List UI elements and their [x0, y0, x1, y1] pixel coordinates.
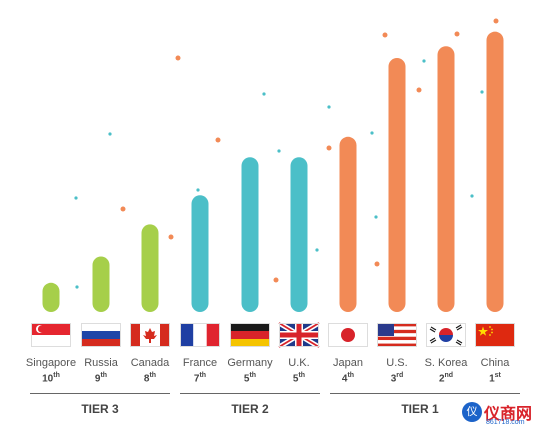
south-korea-flag-icon: [426, 323, 466, 347]
decor-dot: [175, 55, 181, 61]
rank-number: 5: [292, 373, 299, 385]
watermark-url: 861718.com: [486, 419, 525, 426]
tier-2-line: [180, 393, 320, 394]
decor-dot: [75, 285, 79, 289]
canada-flag-icon: [130, 323, 170, 347]
rank-suffix: th: [149, 372, 157, 379]
bar-singapore: [42, 282, 60, 312]
watermark-brand: 仪商网: [484, 404, 533, 423]
rank-suffix: st: [494, 372, 501, 379]
china-flag-icon: [475, 323, 515, 347]
country-label: Russia: [84, 357, 118, 369]
decor-dot: [454, 31, 460, 37]
tier-2-label: TIER 2: [231, 402, 269, 416]
bar-u-s: [388, 57, 406, 313]
decor-dot: [493, 18, 499, 24]
rank-number: 10: [42, 373, 54, 385]
flags-group: [31, 320, 515, 350]
rank-label: 9th: [81, 372, 121, 384]
germany-flag-icon: [230, 323, 270, 347]
country-label: Canada: [130, 357, 170, 369]
country-label: U.S.: [386, 357, 408, 369]
rank-number: 2: [438, 373, 445, 385]
bar-u-k: [290, 157, 308, 312]
bar-france: [191, 195, 209, 312]
rank-suffix: th: [249, 372, 257, 379]
decor-dot: [108, 132, 112, 136]
bar-s-korea: [437, 46, 455, 312]
singapore-flag-icon: [31, 323, 71, 347]
decor-dot: [374, 261, 380, 267]
uk-flag-icon: [277, 320, 321, 350]
decor-dot: [277, 149, 281, 153]
country-label: S. Korea: [424, 357, 468, 369]
bar-japan: [339, 136, 357, 312]
decor-dot: [370, 131, 374, 135]
country-label: U.K.: [288, 357, 310, 369]
rank-suffix: th: [347, 372, 355, 379]
rank-number: 9: [94, 373, 101, 385]
tier-1-line: [330, 393, 520, 394]
decor-dot: [74, 196, 78, 200]
rank-suffix: th: [53, 372, 60, 379]
rank-label: 8th: [130, 372, 170, 384]
bar-china: [486, 31, 504, 313]
rank-label: 2nd: [426, 372, 466, 384]
decor-dot: [120, 206, 126, 212]
rank-label: 1st: [475, 372, 515, 384]
decor-dot: [196, 188, 200, 192]
rank-number: 7: [193, 373, 200, 385]
decor-dot: [327, 105, 331, 109]
rank-number: 8: [143, 373, 150, 385]
rank-number: 3: [390, 373, 397, 385]
tier-3-line: [30, 393, 170, 394]
rank-label: 10th: [31, 372, 71, 384]
decor-dot: [374, 215, 378, 219]
decor-dot: [326, 145, 332, 151]
bar-germany: [241, 157, 259, 312]
country-label: Singapore: [25, 357, 77, 369]
rank-label: 5th: [279, 372, 319, 384]
tier-3-label: TIER 3: [81, 402, 119, 416]
country-label: China: [480, 357, 510, 369]
decor-dot: [422, 59, 426, 63]
decor-dot: [168, 234, 174, 240]
decorative-dots: [74, 18, 499, 289]
decor-dot: [480, 90, 484, 94]
france-flag-icon: [180, 323, 220, 347]
rank-number: 5: [243, 373, 250, 385]
japan-flag-icon: [328, 323, 368, 347]
watermark-logo-icon: 仪: [462, 402, 482, 422]
tier-1-label: TIER 1: [401, 402, 439, 416]
bar-russia: [92, 256, 110, 312]
watermark: 仪 仪商网 861718.com: [462, 398, 548, 430]
decor-dot: [382, 32, 388, 38]
rank-label: 4th: [328, 372, 368, 384]
country-label: France: [182, 357, 218, 369]
us-flag-icon: [377, 323, 417, 347]
rank-number: 1: [489, 373, 495, 385]
rank-suffix: rd: [396, 372, 404, 379]
russia-flag-icon: [81, 323, 121, 347]
decor-dot: [416, 87, 422, 93]
country-label: Japan: [333, 357, 363, 369]
decor-dot: [470, 194, 474, 198]
rank-suffix: th: [298, 372, 306, 379]
rank-suffix: nd: [444, 372, 454, 379]
decor-dot: [215, 137, 221, 143]
decor-dot: [273, 277, 279, 283]
rank-suffix: th: [100, 372, 108, 379]
rank-label: 7th: [180, 372, 220, 384]
decor-dot: [262, 92, 266, 96]
decor-dot: [315, 248, 319, 252]
rank-number: 4: [341, 373, 348, 385]
bar-canada: [141, 224, 159, 312]
country-label: Germany: [227, 357, 273, 369]
rank-suffix: th: [199, 372, 207, 379]
bars-group: [42, 31, 504, 313]
rank-label: 5th: [230, 372, 270, 384]
rank-label: 3rd: [377, 372, 417, 384]
